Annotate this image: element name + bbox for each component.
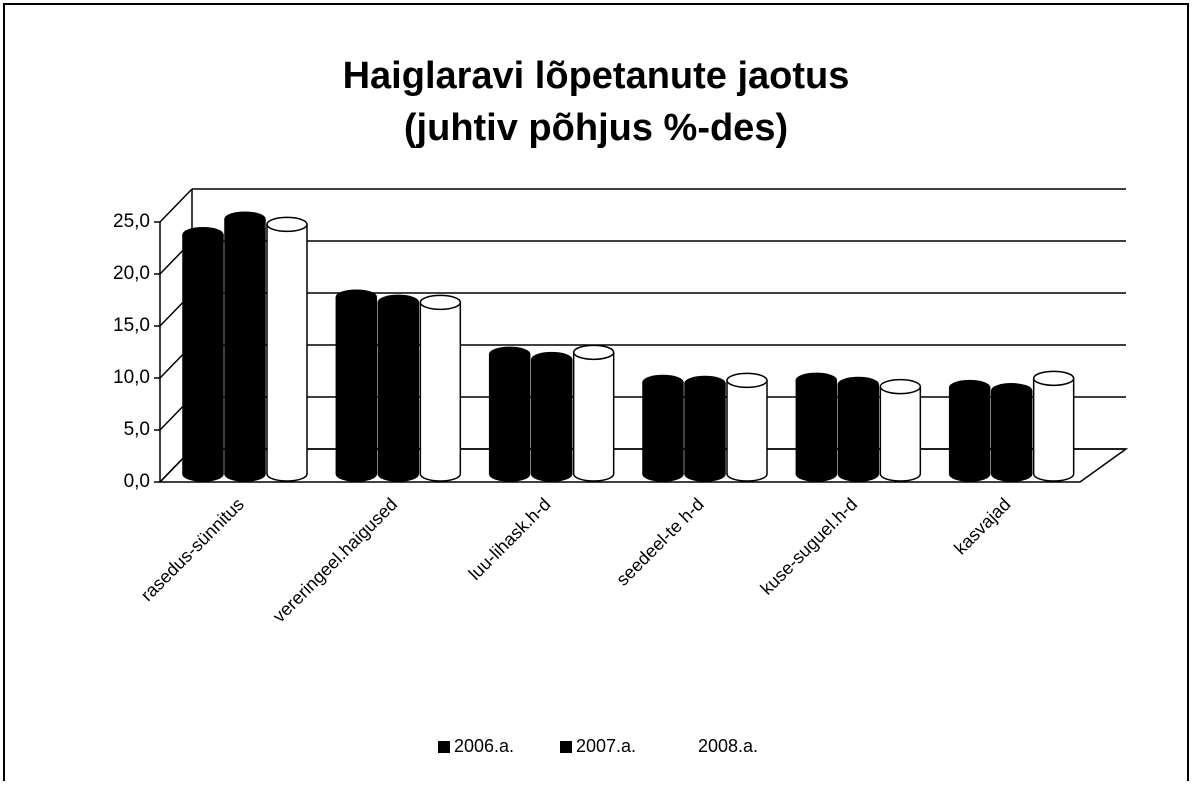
- bar-body: [880, 386, 921, 474]
- y-tick-label: 25,0: [113, 211, 150, 232]
- bar: [1032, 370, 1075, 482]
- bar: [488, 346, 531, 482]
- bar-body: [643, 382, 683, 474]
- bar-body: [531, 359, 572, 474]
- bar-top: [419, 294, 462, 311]
- bar: [795, 372, 838, 482]
- bar: [266, 216, 308, 482]
- bar: [684, 375, 726, 482]
- y-tick-label: 0,0: [124, 471, 150, 492]
- bar-body: [949, 387, 990, 474]
- bar-body: [796, 380, 837, 474]
- bar-body: [489, 354, 530, 474]
- bar: [879, 378, 922, 482]
- bar-body: [838, 384, 879, 474]
- bar: [182, 227, 224, 482]
- bar-top: [795, 372, 838, 389]
- bar: [726, 372, 768, 482]
- y-tick-label: 15,0: [113, 315, 150, 336]
- bar-top: [684, 375, 726, 392]
- chart-title: Haiglaravi lõpetanute jaotus: [343, 55, 850, 97]
- bar-body: [336, 297, 377, 474]
- legend-swatch: [560, 741, 572, 753]
- bar-top: [990, 383, 1033, 399]
- bar: [837, 376, 880, 482]
- bar-top: [879, 378, 922, 395]
- legend-label: 2008.a.: [698, 736, 758, 756]
- bar-body: [991, 390, 1032, 474]
- bar: [642, 374, 684, 482]
- bar-top: [335, 289, 378, 305]
- bar-body: [420, 302, 461, 474]
- bar-body: [573, 352, 614, 474]
- bar-top: [642, 374, 684, 391]
- y-tick-label: 20,0: [113, 263, 150, 284]
- bar: [377, 294, 420, 482]
- bar-top: [572, 344, 615, 361]
- bar-top: [726, 372, 768, 389]
- bar-body: [685, 383, 725, 474]
- bar-top: [377, 294, 420, 311]
- bar-top: [530, 351, 573, 368]
- bar: [990, 383, 1033, 482]
- bar: [530, 351, 573, 482]
- bar-top: [1032, 370, 1075, 387]
- bar: [335, 289, 378, 482]
- legend-swatch: [438, 741, 450, 753]
- bar: [224, 211, 266, 482]
- chart-title: (juhtiv põhjus %-des): [404, 107, 788, 149]
- legend-label: 2006.a.: [454, 736, 514, 756]
- legend-swatch: [682, 741, 694, 753]
- bar-body: [378, 302, 419, 474]
- bar-body: [1033, 378, 1074, 474]
- legend-label: 2007.a.: [576, 736, 636, 756]
- bar-body: [225, 219, 265, 474]
- bar-top: [948, 379, 991, 396]
- bar-top: [182, 227, 224, 243]
- bar: [572, 344, 615, 482]
- bar: [948, 379, 991, 482]
- bar-body: [727, 380, 767, 474]
- bar-top: [224, 211, 266, 227]
- grid-line: [159, 188, 193, 223]
- bar-top: [266, 216, 308, 233]
- bar: [419, 294, 462, 482]
- bar-top: [837, 376, 880, 393]
- y-tick-label: 10,0: [113, 367, 150, 388]
- bar-body: [183, 234, 223, 474]
- bar-body: [267, 224, 307, 474]
- bar-top: [488, 346, 531, 363]
- y-tick-label: 5,0: [124, 419, 150, 440]
